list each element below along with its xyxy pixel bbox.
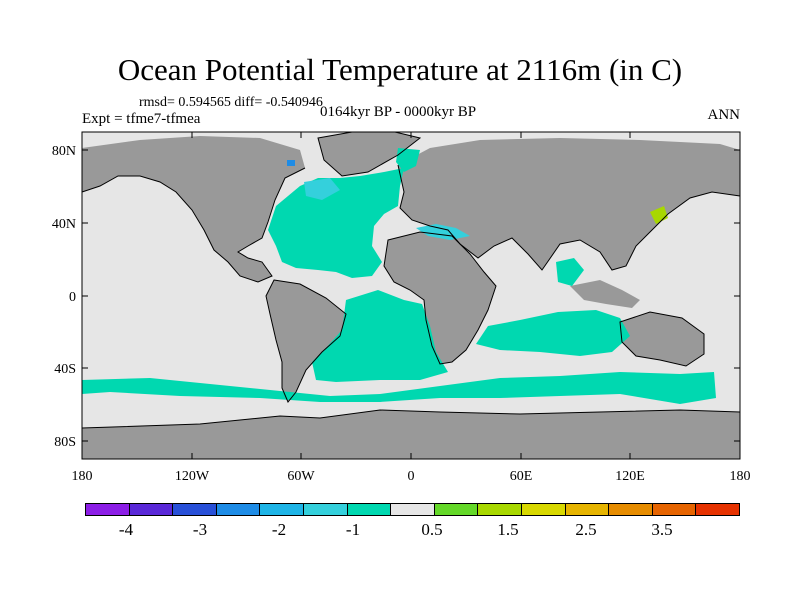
colorbar-label: 0.5 [421, 520, 443, 539]
lon-label: 60W [287, 469, 315, 484]
land-south-america [266, 280, 346, 402]
lon-label: 0 [408, 469, 415, 484]
land-north-america [82, 136, 305, 282]
colorbar-swatch [303, 504, 348, 515]
colorbar [85, 503, 740, 516]
coastline-eurasia [397, 164, 741, 271]
colorbar-label: 2.5 [575, 520, 597, 539]
colorbar-swatch [347, 504, 392, 515]
land-masses [82, 132, 740, 459]
statistics-text: rmsd= 0.594565 diff= -0.540946 [139, 95, 323, 110]
lon-label: 120W [175, 469, 210, 484]
lat-label: 80S [54, 435, 76, 450]
coastline-australia [619, 311, 705, 367]
colorbar-swatch [129, 504, 174, 515]
anomaly-north-atlantic [268, 168, 404, 278]
lon-label: 120E [615, 469, 645, 484]
colorbar-label: -4 [118, 520, 134, 539]
lon-label: 180 [730, 469, 751, 484]
lat-labels: 80N 40N 0 40S 80S [52, 144, 76, 450]
anomaly-southern-ocean [82, 372, 716, 404]
colorbar-swatch [86, 504, 130, 515]
anomaly-south-atlantic [312, 290, 448, 382]
lat-label: 0 [69, 290, 76, 305]
anomaly-indian-ocean [476, 310, 630, 356]
lon-label: 180 [72, 469, 93, 484]
lat-ticks [82, 149, 740, 442]
land-australia [620, 312, 704, 366]
coastline-north-america [81, 167, 306, 283]
colorbar-swatch [216, 504, 261, 515]
land-antarctica [82, 410, 740, 459]
colorbar-swatch [652, 504, 697, 515]
anomaly-mediterranean [416, 224, 470, 240]
lon-ticks [81, 132, 741, 459]
period-label: 0164kyr BP - 0000kyr BP [320, 104, 477, 120]
colorbar-label: -2 [271, 520, 287, 539]
land-greenland [318, 132, 420, 176]
lat-label: 80N [52, 144, 76, 159]
land-maritime-asia [570, 280, 640, 308]
map-title: Ocean Potential Temperature at 2116m (in… [117, 52, 683, 87]
anomaly-hudson-bay [287, 160, 295, 166]
anomaly-sea-of-japan [650, 206, 668, 224]
colorbar-swatch [260, 504, 304, 515]
colorbar-swatch [565, 504, 610, 515]
land-africa [384, 232, 496, 364]
anomaly-fields [82, 148, 716, 404]
colorbar-swatch [696, 504, 739, 515]
experiment-label: Expt = tfme7-tfmea [82, 111, 201, 127]
colorbar-swatch [391, 504, 435, 515]
coastline-africa [383, 231, 497, 365]
coastlines [81, 131, 741, 429]
colorbar-label: -3 [192, 520, 208, 539]
colorbar-label: 1.5 [497, 520, 519, 539]
anomaly-bay-of-bengal [556, 258, 584, 286]
lat-label: 40S [54, 362, 76, 377]
coastline-antarctica [81, 409, 741, 429]
colorbar-swatch [173, 504, 217, 515]
map-panel [81, 131, 741, 460]
coastline-south-america [265, 279, 347, 403]
colorbar-swatch [609, 504, 653, 515]
land-eurasia [398, 138, 740, 270]
colorbar-swatch [478, 504, 522, 515]
colorbar-swatch [434, 504, 479, 515]
colorbar-swatch [521, 504, 566, 515]
colorbar-label: 3.5 [651, 520, 673, 539]
season-label: ANN [707, 107, 741, 123]
lon-labels: 180 120W 60W 0 60E 120E 180 [72, 469, 751, 484]
colorbar-label: -1 [345, 520, 361, 539]
anomaly-labrador-sea [304, 178, 340, 200]
anomaly-nordic-seas [396, 148, 420, 172]
lon-label: 60E [510, 469, 533, 484]
lat-label: 40N [52, 217, 76, 232]
